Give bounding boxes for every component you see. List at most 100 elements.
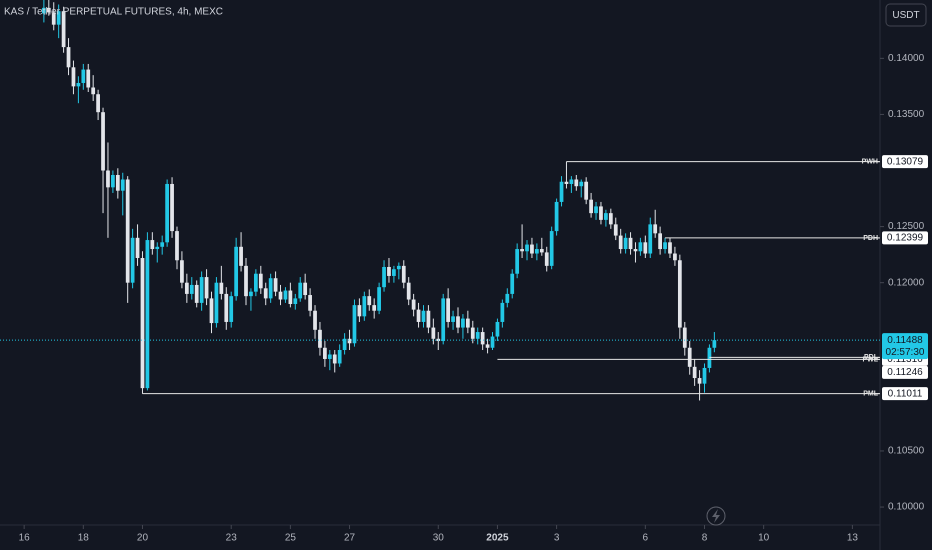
y-tick-label: 0.12000 (888, 277, 925, 288)
candle-body (367, 296, 372, 306)
candle-body (628, 237, 633, 250)
candle-body (411, 299, 416, 310)
plot-area (42, 0, 880, 401)
candle-body (544, 252, 549, 266)
candle-body (663, 242, 667, 250)
candle-body (638, 242, 643, 252)
candle-body (495, 321, 500, 337)
candle-body (298, 282, 303, 299)
candle-body (239, 246, 243, 266)
candle-body (318, 329, 322, 348)
price-label: 0.13079 (887, 156, 924, 167)
candle-body (234, 246, 239, 297)
y-tick-label: 0.10500 (888, 446, 925, 457)
candle-body (175, 231, 179, 261)
candle-body (599, 206, 603, 220)
candle-body (416, 309, 421, 322)
candle-body (96, 94, 100, 113)
candle-body (618, 235, 623, 250)
candle-body (323, 347, 327, 359)
candle-body (352, 305, 357, 344)
candle-body (76, 83, 81, 87)
candle-body (130, 237, 135, 283)
candle-body (135, 237, 140, 259)
price-label-box (882, 231, 928, 245)
candle-body (692, 366, 697, 379)
currency-label[interactable]: USDT (892, 10, 919, 21)
candle-body (421, 310, 426, 322)
candle-body (155, 246, 160, 250)
candle-body (426, 310, 431, 328)
candle-body (387, 266, 391, 276)
candle-body (515, 249, 520, 274)
candle-body (608, 213, 613, 225)
x-tick-label: 25 (285, 533, 297, 544)
candle-body (702, 367, 707, 384)
y-tick-label: 0.13500 (888, 109, 925, 120)
candle-body (209, 298, 214, 324)
x-tick-label: 20 (137, 533, 149, 544)
candle-body (594, 206, 598, 214)
candle-body (431, 327, 436, 339)
candle-body (342, 338, 347, 350)
candle-body (91, 87, 96, 95)
candle-body (485, 344, 490, 348)
candle-body (86, 69, 91, 88)
candle-body (224, 293, 229, 322)
candle-body (308, 295, 312, 311)
candle-body (145, 240, 150, 389)
candle-body (564, 181, 569, 184)
candle-body (258, 273, 263, 289)
candle-body (140, 258, 145, 389)
candle-body (584, 181, 589, 200)
candle-body (150, 240, 155, 250)
candle-body (278, 291, 283, 300)
alert-icon[interactable] (706, 506, 726, 526)
candle-body (288, 290, 293, 305)
currency-button[interactable] (885, 3, 927, 27)
candle-body (574, 179, 579, 187)
candle-body (46, 7, 51, 13)
candle-body (184, 282, 189, 294)
x-tick-label: 30 (433, 533, 445, 544)
candle-body (687, 347, 692, 367)
countdown-label: 02:57:30 (886, 347, 925, 358)
candle-body (604, 213, 608, 220)
candle-body (170, 183, 174, 232)
candle-body (648, 224, 653, 254)
candle-body (396, 265, 401, 270)
candle-body (229, 296, 234, 322)
candle-body (510, 273, 515, 294)
candle-body (613, 224, 618, 236)
level-name: PWH (862, 158, 878, 165)
candle-body (643, 242, 648, 254)
candle-body (42, 7, 46, 14)
y-tick-label: 0.14000 (888, 53, 925, 64)
candle-body (697, 378, 702, 384)
candle-body (194, 284, 199, 303)
candle-body (712, 340, 717, 348)
candle-body (525, 244, 529, 252)
candle-body (633, 249, 638, 252)
candle-body (392, 269, 396, 276)
candle-body (51, 12, 56, 25)
x-tick-label: 8 (702, 533, 708, 544)
candle-body (535, 249, 539, 254)
candle-body (249, 291, 253, 297)
level-name: PWL (862, 356, 878, 363)
candle-body (204, 277, 209, 299)
candle-body (362, 296, 367, 317)
candle-body (111, 175, 115, 188)
price-label: 0.11316 (887, 354, 923, 365)
x-tick-label: 2025 (486, 533, 509, 544)
candle-body (475, 332, 480, 339)
candle-body (470, 327, 475, 339)
candle-body (441, 298, 446, 342)
price-label: 0.11011 (888, 388, 923, 399)
candle-body (293, 298, 298, 305)
candle-body (327, 354, 332, 359)
candle-body (677, 260, 682, 328)
candle-body (406, 282, 411, 300)
candle-body (160, 242, 165, 247)
